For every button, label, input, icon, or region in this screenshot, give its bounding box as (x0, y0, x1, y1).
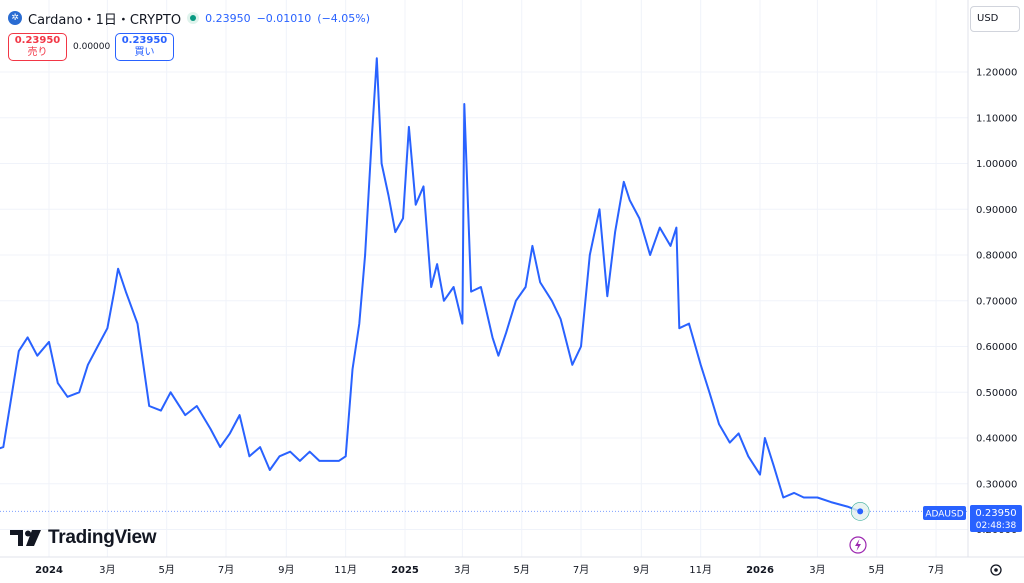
time-tick-label: 11月 (334, 564, 357, 576)
grid-lines (0, 0, 968, 557)
price-tick-label: 0.40000 (976, 434, 1017, 445)
time-tick-label: 9月 (633, 564, 649, 576)
spread-value: 0.00000 (73, 42, 111, 52)
header-change-pct: (−4.05%) (317, 11, 371, 25)
tradingview-logo-text: TradingView (48, 527, 157, 548)
price-tick-label: 0.80000 (976, 251, 1017, 262)
header-price: 0.23950 (205, 11, 251, 25)
sell-label: 売り (27, 47, 48, 58)
tradingview-logo[interactable]: TradingView (10, 527, 157, 549)
price-series-line (0, 57, 861, 513)
time-tick-label: 2025 (391, 565, 419, 576)
buy-button[interactable]: 0.23950 買い (115, 33, 174, 61)
market-open-icon (187, 12, 200, 24)
sell-button[interactable]: 0.23950 売り (8, 33, 67, 61)
price-badge: ADAUSD 0.23950 02:48:38 (923, 505, 1022, 532)
time-tick-label: 7月 (573, 564, 589, 576)
last-point-dot (857, 508, 864, 515)
tradingview-logo-icon (10, 530, 41, 546)
trade-panel: 0.23950 売り 0.00000 0.23950 買い (8, 33, 174, 61)
price-tick-label: 1.00000 (976, 159, 1017, 170)
time-tick-label: 5月 (869, 564, 885, 576)
price-tick-label: 0.60000 (976, 342, 1017, 353)
buy-label: 買い (134, 47, 155, 58)
sell-price: 0.23950 (14, 35, 61, 46)
symbol-title[interactable]: Cardano・1日・CRYPTO (28, 12, 182, 28)
time-tick-label: 7月 (928, 564, 944, 576)
price-tick-label: 1.20000 (976, 68, 1017, 79)
currency-selector[interactable]: USD (970, 6, 1020, 32)
time-tick-label: 9月 (278, 564, 294, 576)
badge-symbol: ADAUSD (925, 510, 963, 520)
lightning-icon[interactable] (849, 536, 867, 554)
time-tick-label: 3月 (454, 564, 470, 576)
buy-price: 0.23950 (121, 35, 168, 46)
time-tick-label: 2024 (35, 565, 63, 576)
time-tick-label: 7月 (218, 564, 234, 576)
price-tick-label: 0.70000 (976, 296, 1017, 307)
plot-area[interactable] (0, 0, 968, 557)
price-tick-label: 0.30000 (976, 479, 1017, 490)
time-tick-label: 3月 (809, 564, 825, 576)
badge-price: 0.23950 (975, 508, 1016, 519)
time-tick-label: 11月 (689, 564, 712, 576)
time-tick-label: 5月 (514, 564, 530, 576)
time-tick-label: 3月 (99, 564, 115, 576)
time-axis[interactable]: 2024 3月 5月 7月 9月 11月 2025 3月 5月 7月 9月 11月 2026 3月 5月 7月 (35, 564, 944, 576)
time-tick-label: 5月 (159, 564, 175, 576)
price-axis[interactable]: 0.200000.300000.400000.500000.600000.700… (976, 68, 1017, 537)
cardano-icon: ✲ (8, 11, 22, 25)
header-change: −0.01010 (256, 11, 312, 25)
settings-gear-icon[interactable] (990, 564, 1002, 576)
price-tick-label: 0.50000 (976, 388, 1017, 399)
time-tick-label: 2026 (746, 565, 774, 576)
price-tick-label: 1.10000 (976, 113, 1017, 124)
badge-countdown: 02:48:38 (976, 521, 1017, 531)
price-tick-label: 0.90000 (976, 205, 1017, 216)
symbol-header: ✲ Cardano・1日・CRYPTO 0.23950 −0.01010 (−4… (8, 8, 370, 28)
